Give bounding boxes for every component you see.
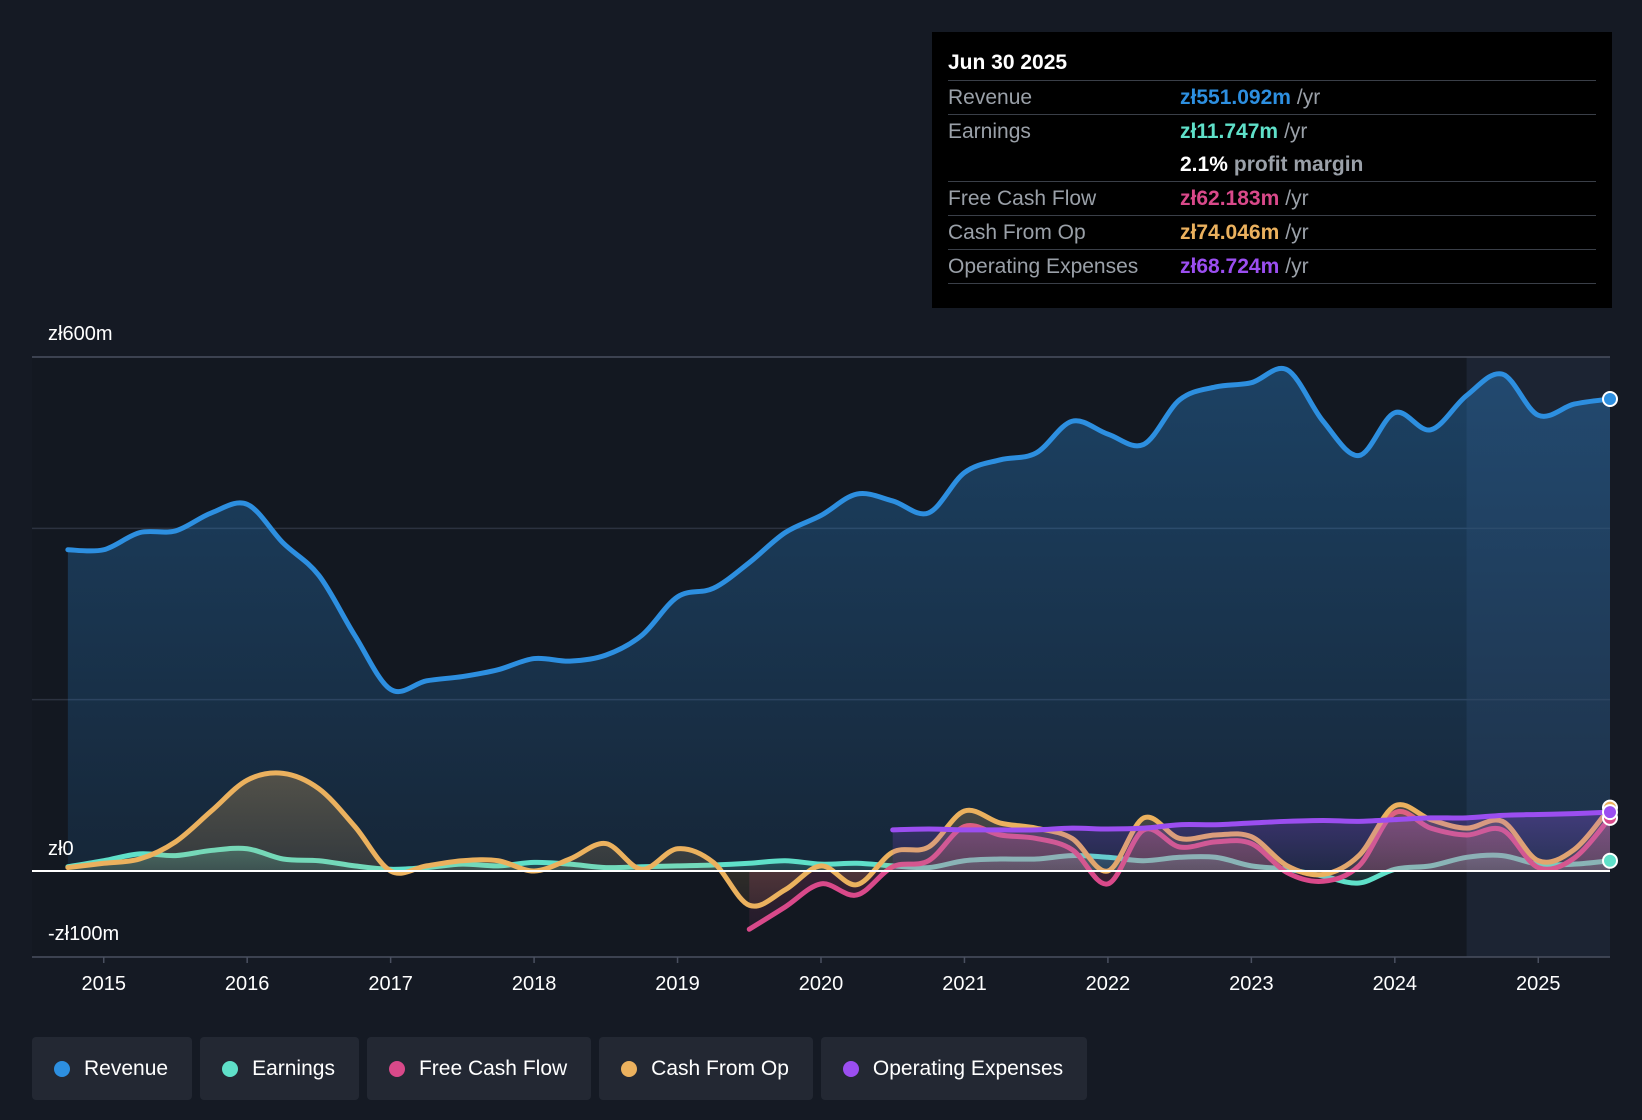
tooltip-cfo-unit: /yr	[1285, 220, 1309, 244]
operating-expenses-area	[892, 812, 1610, 871]
tooltip-revenue-value: zł551.092m	[1180, 85, 1291, 109]
revenue-line	[65, 365, 1613, 695]
x-tick-label-2015: 2015	[81, 973, 126, 995]
chart: zł600m zł0 -zł100m 2015 2016 2017 2018 2019 2…	[32, 323, 1618, 995]
legend-label: Operating Expenses	[872, 1056, 1064, 1080]
x-tick-label-2019: 2019	[655, 973, 700, 995]
tooltip-row-fcf: Free Cash Flow zł62.183m /yr	[948, 182, 1596, 216]
tooltip-opex-unit: /yr	[1285, 254, 1309, 278]
x-tick-label-2020: 2020	[799, 973, 844, 995]
revenue-dot-icon	[54, 1060, 70, 1077]
series-layer	[32, 365, 1618, 932]
legend-item-earnings[interactable]: Earnings	[200, 1037, 359, 1100]
x-tick-label-2022: 2022	[1086, 973, 1131, 995]
x-axis-ticks: 2015 2016 2017 2018 2019 2020 2021 2022 2023 2024…	[81, 957, 1561, 995]
x-tick-label-2016: 2016	[225, 973, 270, 995]
operating-expenses-dot-icon	[842, 1060, 859, 1077]
tooltip-date: Jun 30 2025	[948, 46, 1596, 81]
x-tick-label-2018: 2018	[512, 973, 557, 995]
tooltip: Jun 30 2025 Revenue zł551.092m /yr Earni…	[932, 32, 1612, 308]
tooltip-earnings-value: zł11.747m	[1180, 119, 1279, 143]
legend-item-operating-expenses[interactable]: Operating Expenses	[820, 1037, 1088, 1100]
x-tick-label-2021: 2021	[942, 973, 987, 995]
revenue-end-marker	[1602, 390, 1618, 407]
tooltip-earnings-label: Earnings	[948, 119, 1031, 143]
operating-expenses-line	[890, 809, 1613, 833]
tooltip-margin-value: 2.1%	[1180, 152, 1228, 176]
tooltip-fcf-label: Free Cash Flow	[948, 186, 1097, 210]
y-axis-top-label: zł600m	[48, 323, 112, 345]
tooltip-fcf-value: zł62.183m	[1180, 186, 1280, 210]
earnings-end-marker	[1602, 852, 1618, 869]
tooltip-cfo-label: Cash From Op	[948, 220, 1086, 244]
legend-label: Earnings	[252, 1056, 335, 1080]
tooltip-row-opex: Operating Expenses zł68.724m /yr	[948, 250, 1596, 284]
operating-expenses-end-marker	[1602, 804, 1618, 821]
legend-item-revenue[interactable]: Revenue	[32, 1037, 193, 1100]
y-axis-bottom-label: -zł100m	[48, 923, 119, 945]
y-axis-zero-label: zł0	[48, 838, 74, 860]
x-tick-label-2023: 2023	[1229, 973, 1274, 995]
earnings-dot-icon	[222, 1060, 239, 1077]
x-tick-label-2017: 2017	[368, 973, 413, 995]
legend-item-cash-from-op[interactable]: Cash From Op	[599, 1037, 813, 1100]
tooltip-opex-value: zł68.724m	[1180, 254, 1280, 278]
x-tick-label-2025: 2025	[1516, 973, 1561, 995]
legend-label: Revenue	[84, 1056, 169, 1080]
tooltip-margin-label: profit margin	[1233, 152, 1364, 176]
legend: Revenue Earnings Free Cash Flow Cash Fro…	[32, 1037, 1088, 1100]
tooltip-opex-label: Operating Expenses	[948, 254, 1139, 278]
tooltip-revenue-label: Revenue	[948, 85, 1033, 109]
tooltip-row-cfo: Cash From Op zł74.046m /yr	[948, 216, 1596, 250]
free-cash-flow-dot-icon	[388, 1060, 405, 1077]
x-tick-label-2024: 2024	[1373, 973, 1418, 995]
legend-item-free-cash-flow[interactable]: Free Cash Flow	[366, 1037, 592, 1100]
tooltip-row-margin: 2.1% profit margin	[948, 148, 1596, 182]
tooltip-revenue-unit: /yr	[1296, 85, 1321, 109]
legend-label: Cash From Op	[651, 1056, 789, 1080]
tooltip-fcf-unit: /yr	[1285, 186, 1309, 210]
tooltip-row-earnings: Earnings zł11.747m /yr	[948, 115, 1596, 148]
revenue-area	[67, 368, 1610, 871]
legend-label: Free Cash Flow	[418, 1056, 568, 1080]
tooltip-earnings-unit: /yr	[1284, 119, 1308, 143]
tooltip-cfo-value: zł74.046m	[1180, 220, 1280, 244]
tooltip-row-revenue: Revenue zł551.092m /yr	[948, 81, 1596, 115]
cash-from-op-dot-icon	[621, 1060, 638, 1077]
